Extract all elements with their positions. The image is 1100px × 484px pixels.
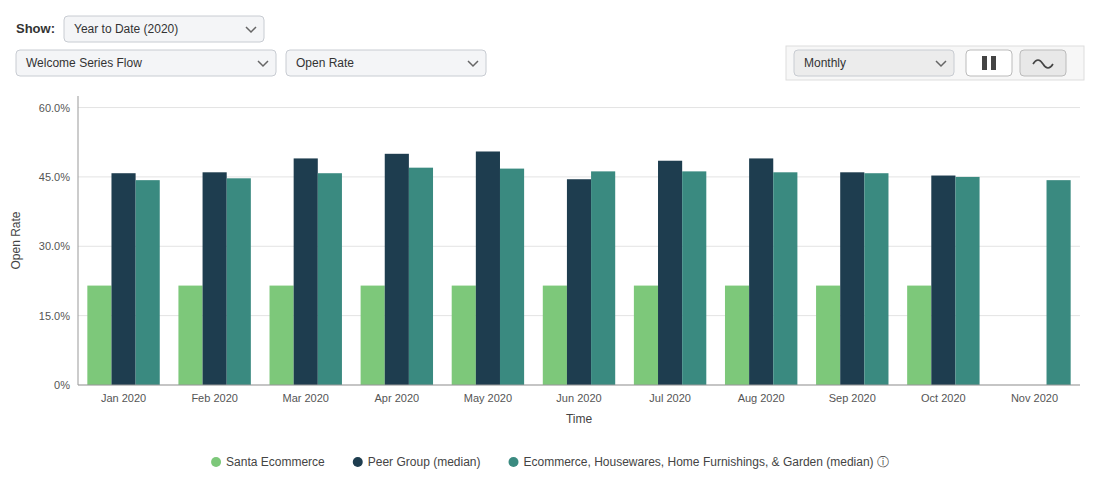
bar [567,179,591,385]
bar [931,176,955,385]
bar [864,173,888,385]
legend: Santa Ecommerce Peer Group (median) Ecomme… [211,455,889,469]
chart-svg: Show: Year to Date (2020) Welcome Series F… [0,0,1100,484]
bar [476,151,500,385]
dropdown-label: Monthly [804,56,846,70]
grid-line [78,107,1080,108]
legend-item: Santa Ecommerce [211,455,325,469]
x-tick-label: Mar 2020 [282,392,328,404]
bar [136,180,160,385]
dropdown-box [794,50,954,76]
button-box [1020,50,1066,76]
dropdown-arrow [246,27,256,32]
bar [773,172,797,385]
x-axis-title: Time [566,412,593,426]
legend-item: Ecommerce, Housewares, Home Furnishings,… [508,455,888,469]
x-tick-label: Jul 2020 [649,392,691,404]
dropdown: Open Rate [286,50,486,76]
toolbar: Show: Year to Date (2020) Welcome Series F… [16,16,1084,80]
bar [270,286,294,385]
bar [87,286,111,385]
dropdown-arrow [468,61,478,66]
legend-label: Santa Ecommerce [226,455,325,469]
button-icon [1033,60,1053,68]
y-axis: 0% 15.0% 30.0% 45.0% 60.0% [39,96,1080,391]
bar [500,169,524,385]
dropdown-box [286,50,486,76]
bar [907,286,931,385]
button-icon [991,56,996,70]
chart-root: Show: Year to Date (2020) Welcome Series F… [0,0,1100,484]
bar [361,286,385,385]
x-tick-label: Nov 2020 [1011,392,1058,404]
x-tick-label: Jun 2020 [556,392,601,404]
bar-view-button [966,50,1012,76]
bar [591,171,615,385]
bar [409,168,433,385]
bar [203,172,227,385]
bar [1047,180,1071,385]
x-axis: Jan 2020 Feb 2020 Mar 2020 Apr 2020 May 2020… [78,385,1080,404]
y-axis-line [78,96,79,385]
dropdown-label: Year to Date (2020) [74,22,178,36]
bar [452,286,476,385]
show-label: Show: [16,21,55,36]
bar [749,158,773,385]
dropdown-arrow [936,61,946,66]
y-tick-label: 30.0% [39,240,70,252]
bar [294,158,318,385]
dropdown: Monthly [794,50,954,76]
dropdown-label: Welcome Series Flow [26,56,142,70]
bar [318,173,342,385]
dropdown-label: Open Rate [296,56,354,70]
bars [87,151,1070,385]
bar [658,161,682,385]
view-panel [786,46,1084,80]
bar [634,286,658,385]
legend-label: Ecommerce, Housewares, Home Furnishings,… [523,455,888,469]
bar [725,286,749,385]
button-box [966,50,1012,76]
dropdown: Year to Date (2020) [64,16,264,42]
legend-label: Peer Group (median) [368,455,481,469]
bar [682,171,706,385]
x-tick-label: Aug 2020 [738,392,785,404]
bar-series [136,168,1071,385]
button-icon [982,56,987,70]
bar [543,286,567,385]
grid-line [78,385,1080,386]
y-tick-label: 60.0% [39,102,70,114]
legend-swatch [353,457,363,467]
y-tick-label: 15.0% [39,310,70,322]
legend-swatch [508,457,518,467]
bar [385,154,409,385]
y-tick-label: 0% [54,379,70,391]
grid-line [78,176,1080,177]
bar [840,172,864,385]
bar [816,286,840,385]
y-tick-label: 45.0% [39,171,70,183]
x-tick-label: Oct 2020 [921,392,966,404]
bar-series [111,151,955,385]
bar [111,173,135,385]
dropdown-arrow [258,61,268,66]
legend-item: Peer Group (median) [353,455,481,469]
x-axis-line [78,385,1080,386]
y-axis-title: Open Rate [9,211,23,269]
x-tick-label: Apr 2020 [374,392,419,404]
dropdown: Welcome Series Flow [16,50,276,76]
line-view-button [1020,50,1066,76]
bar [955,177,979,385]
x-tick-label: Feb 2020 [191,392,237,404]
dropdown-box [64,16,264,42]
legend-swatch [211,457,221,467]
bar [178,286,202,385]
x-tick-label: Sep 2020 [829,392,876,404]
bar [227,178,251,385]
x-tick-label: Jan 2020 [101,392,146,404]
x-tick-label: May 2020 [464,392,512,404]
dropdown-box [16,50,276,76]
